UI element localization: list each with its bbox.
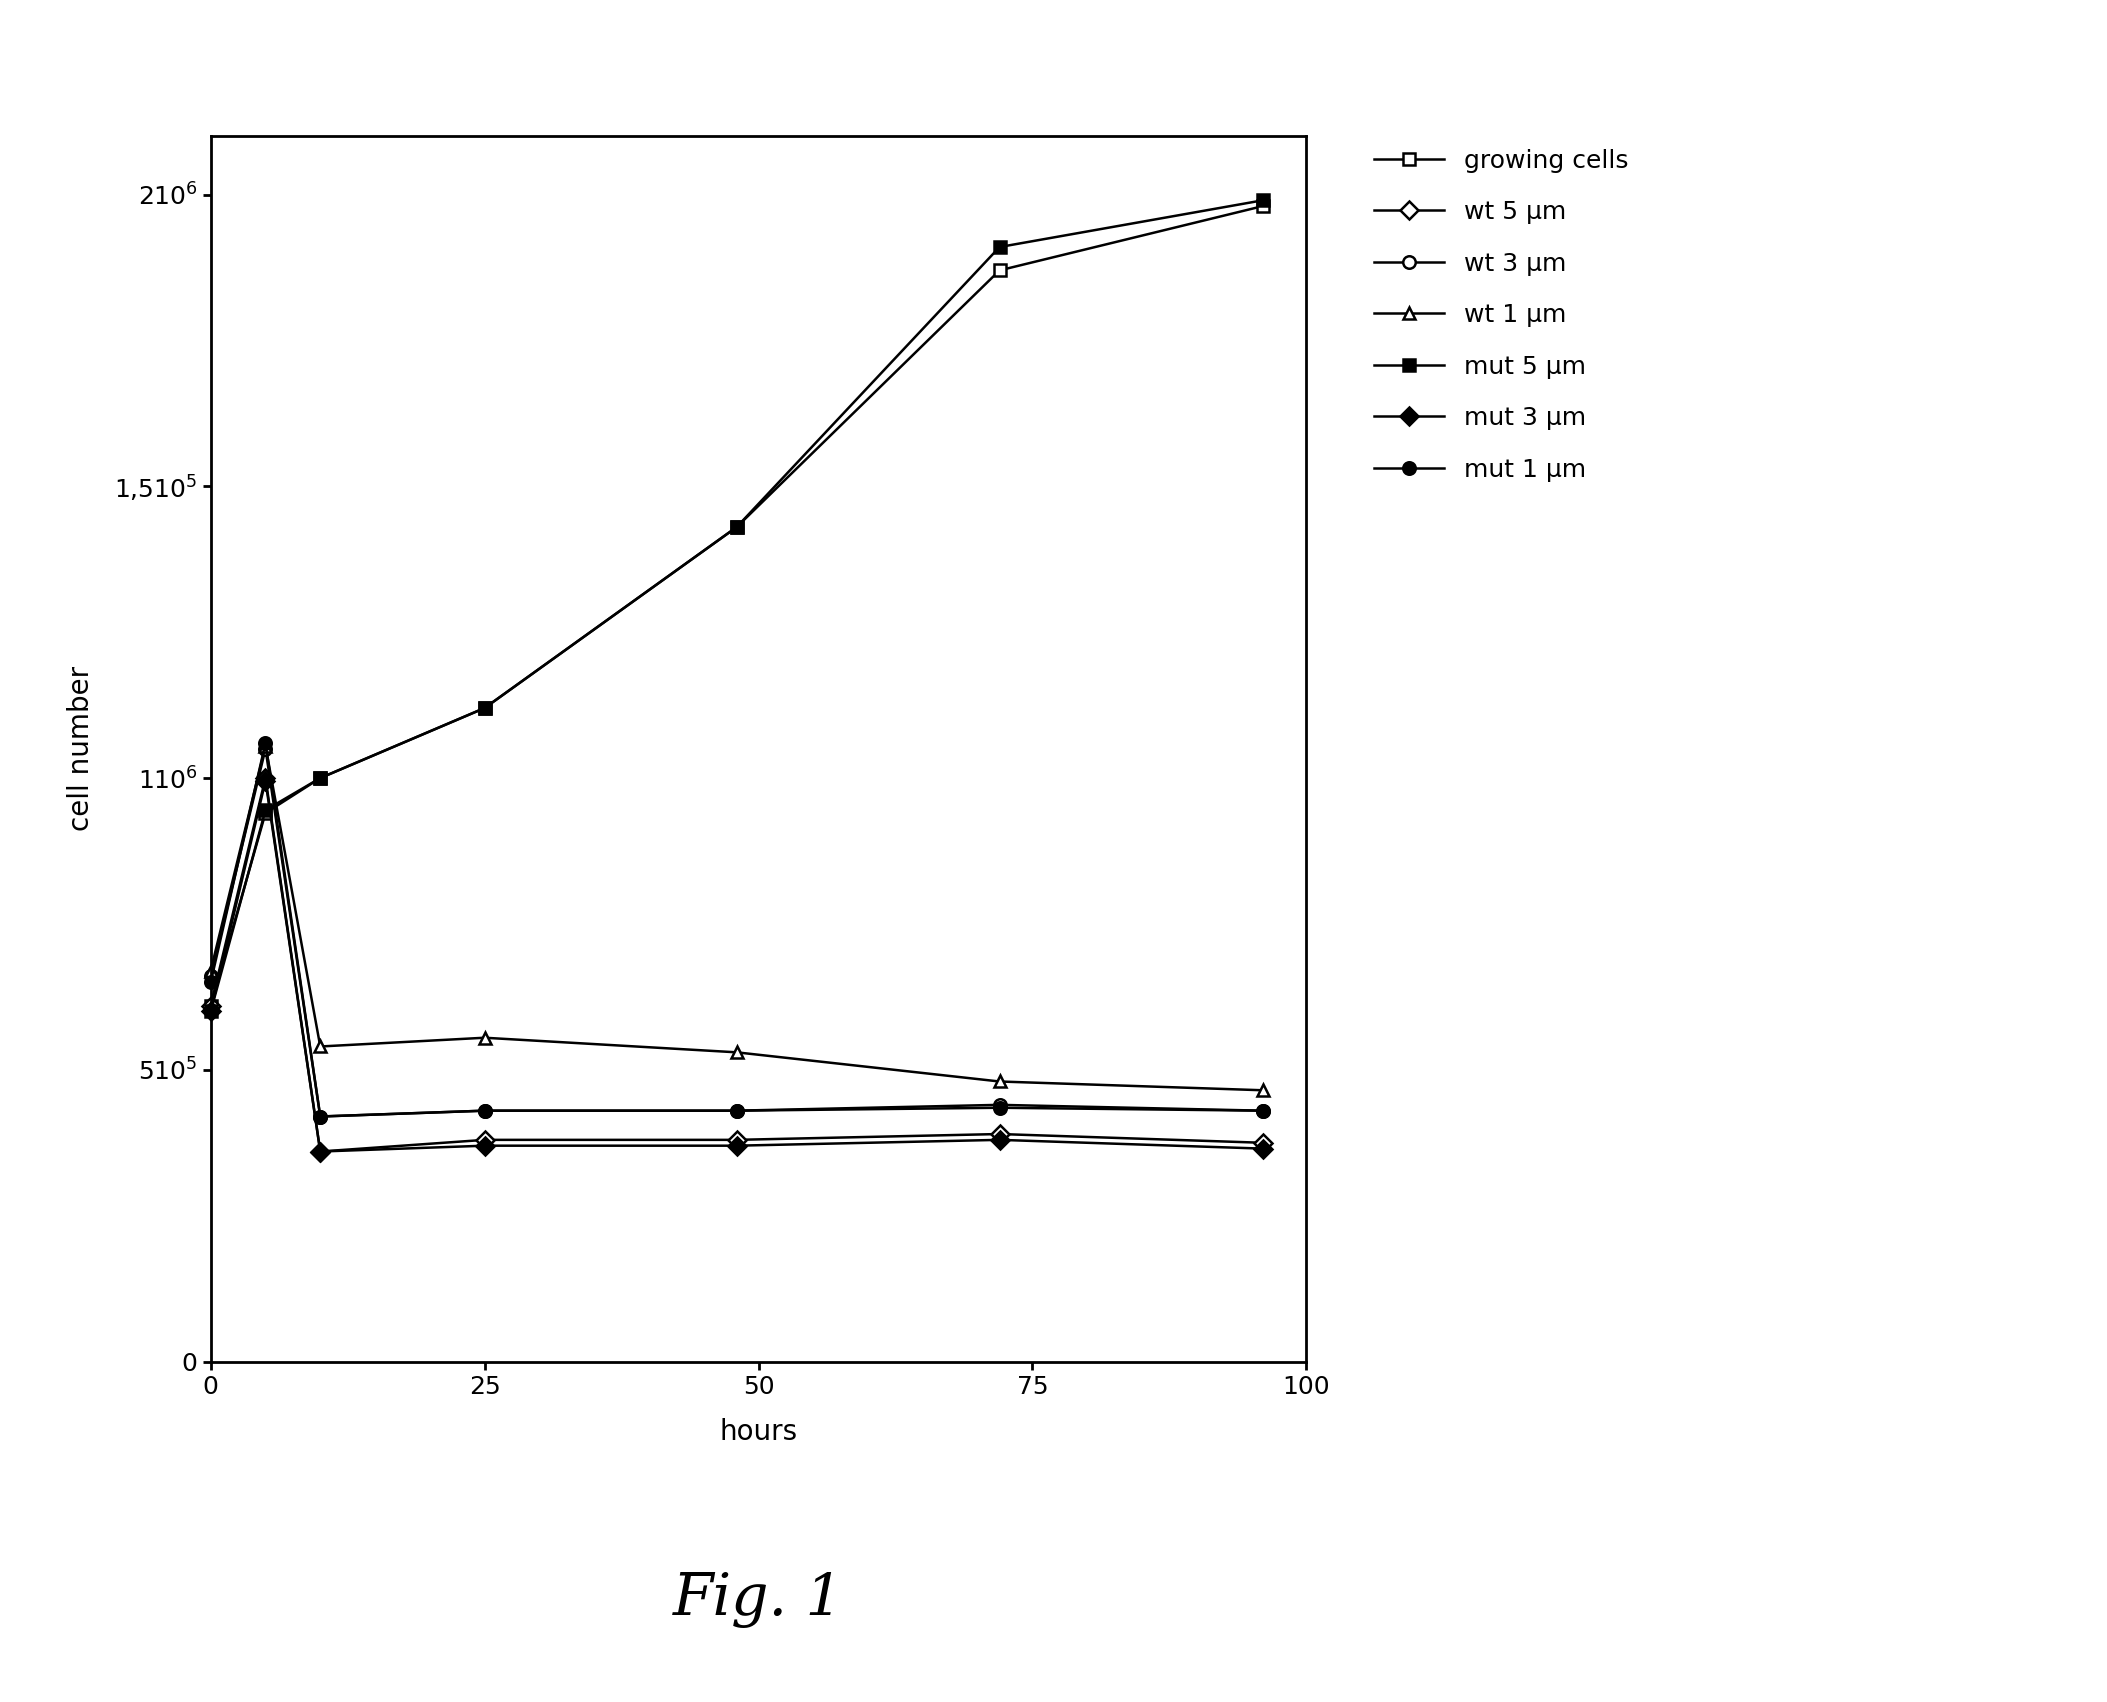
- Legend: growing cells, wt 5 μm, wt 3 μm, wt 1 μm, mut 5 μm, mut 3 μm, mut 1 μm: growing cells, wt 5 μm, wt 3 μm, wt 1 μm…: [1374, 148, 1629, 482]
- X-axis label: hours: hours: [718, 1418, 799, 1447]
- Y-axis label: cell number: cell number: [67, 665, 95, 832]
- Text: Fig. 1: Fig. 1: [674, 1571, 843, 1629]
